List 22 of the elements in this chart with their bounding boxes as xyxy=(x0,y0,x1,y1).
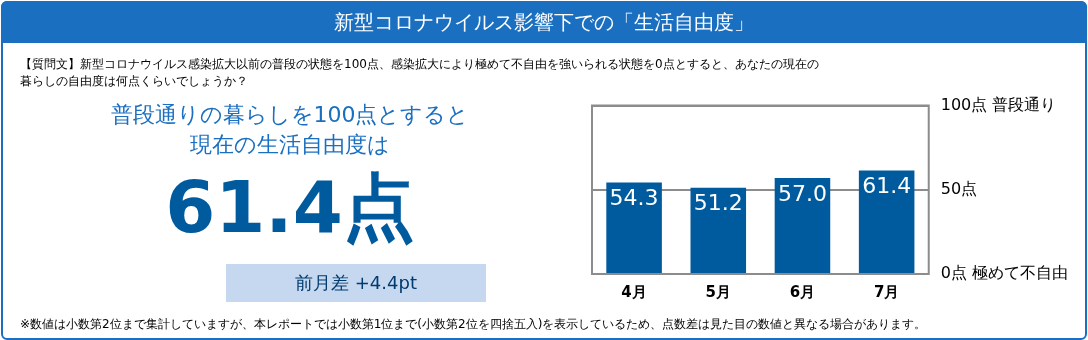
data-label: 51.2 xyxy=(693,190,743,216)
text: 前月差 +4.4pt xyxy=(226,264,486,302)
x-tick-label: 6月 xyxy=(789,282,816,301)
text: 現在の生活自由度は xyxy=(189,131,391,159)
bar xyxy=(606,182,662,273)
bar xyxy=(774,178,831,273)
y-tick-label: 0点 極めて不自由 xyxy=(940,263,1068,283)
data-label: 54.3 xyxy=(609,185,659,211)
bar xyxy=(690,187,747,273)
y-tick-label: 50点 xyxy=(940,178,978,198)
chart-title: 新型コロナウイルス影響下での「生活自由度」 xyxy=(1,1,1087,43)
data-label: 57.0 xyxy=(777,180,827,206)
x-tick-label: 4月 xyxy=(621,282,647,301)
text: 普段通りの暮らしを100点とすると xyxy=(109,101,471,129)
text: ※数値は小数第2位まで集計していますが、本レポートでは小数第1位まで(小数第2位を四捨五入)を表示しているため、点数差は見た目の数値と異なる場合があります。 xyxy=(20,316,928,333)
x-tick-label: 5月 xyxy=(705,282,731,301)
bar xyxy=(858,170,915,273)
text: 【質問文】新型コロナウイルス感染拡大以前の普段の状態を100点、感染拡大により極めて不自由を強いられる状態を0点とすると、あなたの現在の暮らしの自由度は何点くらいでしょうか？ xyxy=(20,56,820,90)
text: 61.4点 xyxy=(164,164,416,251)
x-tick-label: 7月 xyxy=(873,282,900,301)
data-label: 61.4 xyxy=(862,173,912,199)
y-tick-label: 100点 普段通り xyxy=(940,94,1057,114)
